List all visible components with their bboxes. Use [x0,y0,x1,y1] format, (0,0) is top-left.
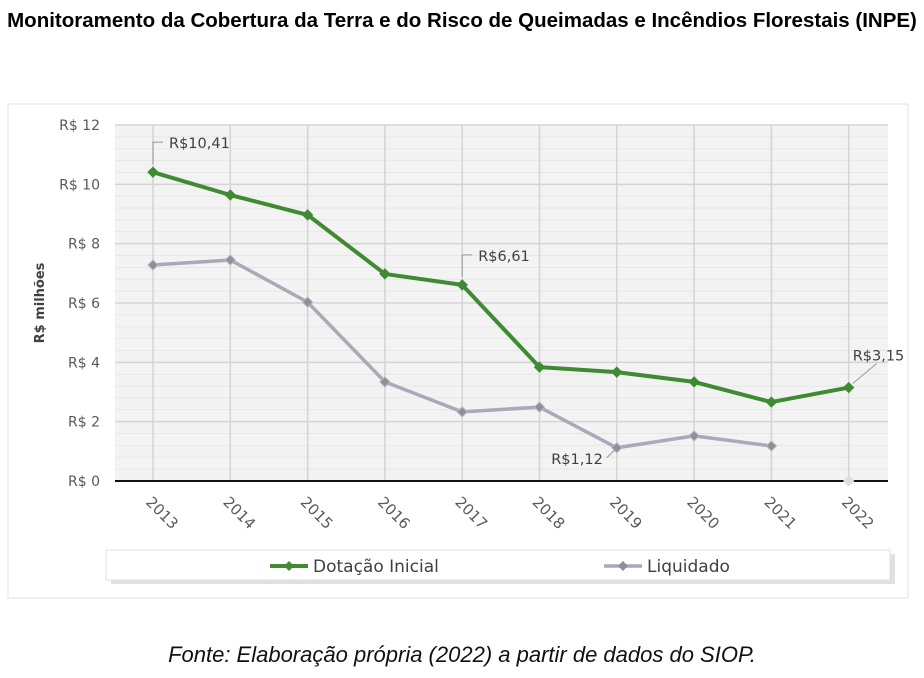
data-label: R$6,61 [478,249,530,265]
data-label: R$1,12 [551,452,603,468]
data-point [301,296,314,308]
data-label: R$10,41 [169,136,230,152]
data-point [379,268,391,280]
legend-marker [284,561,294,571]
data-point [688,376,700,388]
data-label: R$3,15 [853,349,905,365]
data-point [147,166,159,178]
legend-label: Liquidado [647,557,730,577]
leader-line [152,141,163,165]
page-title: Monitoramento da Cobertura da Terra e do… [7,9,917,32]
leader-line [852,363,878,384]
data-point [533,401,546,413]
data-point [301,209,314,221]
series-line-dotacao-inicial [152,170,850,405]
y-tick-label: R$ 2 [68,415,100,431]
data-point [224,254,237,266]
data-point [765,440,778,452]
legend-marker [618,561,628,571]
y-axis-label: R$ milhões [33,262,48,343]
source-caption: Fonte: Elaboração própria (2022) a parti… [168,642,756,667]
data-point [224,189,237,201]
y-tick-label: R$ 12 [59,118,100,134]
y-tick-label: R$ 8 [68,237,100,253]
data-point [765,396,778,408]
data-point [842,475,855,487]
data-point [456,406,468,418]
leader-line [461,254,473,277]
y-tick-label: R$ 0 [68,474,100,490]
y-tick-label: R$ 4 [68,355,100,371]
data-point [379,376,391,388]
legend-label: Dotação Inicial [313,557,439,577]
data-point [456,279,468,291]
data-point [611,366,623,378]
data-point [533,361,546,373]
leader-line [606,449,616,459]
y-tick-label: R$ 10 [59,177,100,193]
data-point [147,259,159,271]
y-tick-label: R$ 6 [68,296,100,312]
data-point [688,430,700,442]
data-point [842,381,855,394]
legend [105,549,891,581]
